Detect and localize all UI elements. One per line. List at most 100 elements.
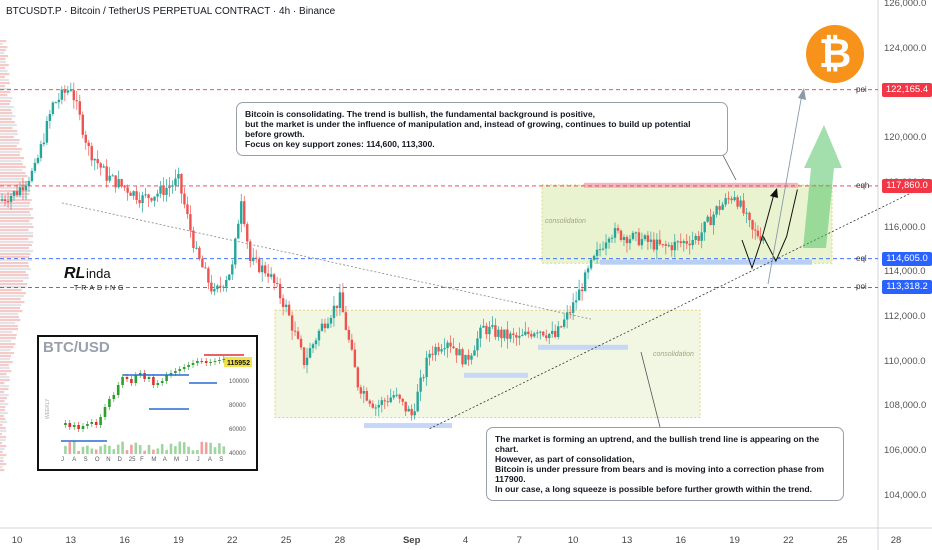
volume-profile-bar	[0, 286, 27, 289]
candle-body	[144, 194, 147, 196]
volume-profile-bar	[0, 334, 17, 337]
candle-body	[452, 346, 455, 349]
candle-body	[338, 292, 342, 308]
candle-body	[610, 237, 614, 239]
candle-body	[742, 200, 745, 214]
inset-volume-bar	[99, 446, 102, 454]
inset-volume-bar	[174, 446, 177, 454]
volume-profile-bar	[0, 262, 29, 265]
volume-profile-bar	[0, 355, 12, 358]
candle-body	[126, 187, 129, 193]
volume-profile-bar	[0, 199, 32, 202]
volume-profile-bar	[0, 298, 21, 301]
volume-profile-bar	[0, 175, 28, 178]
candle-body	[518, 335, 521, 338]
inset-candle-body	[134, 375, 138, 383]
candle-body	[228, 274, 231, 281]
candle-body	[754, 229, 757, 231]
volume-profile-bar	[0, 241, 34, 244]
volume-profile-bar	[0, 346, 14, 349]
candle-body	[311, 344, 315, 349]
candle-body	[129, 192, 132, 196]
candles	[0, 82, 765, 421]
candle-body	[66, 90, 70, 93]
inset-volume-bar	[108, 445, 111, 454]
inset-volume-bar	[86, 445, 89, 454]
volume-profile-bar	[0, 181, 28, 184]
inset-month: N	[106, 457, 110, 463]
candle-body	[105, 166, 108, 181]
volume-profile-bar	[0, 343, 16, 346]
y-tick-label: 126,000.0	[884, 0, 927, 9]
inset-month: 25	[129, 457, 136, 463]
candle-body	[156, 193, 159, 197]
volume-profile-bar	[0, 223, 33, 226]
inset-price-tag-bg	[224, 357, 252, 367]
forecast-path	[741, 193, 775, 270]
candle-body	[661, 244, 665, 246]
inset-title: BTC/USD	[43, 339, 110, 356]
volume-profile-bar	[0, 400, 5, 403]
candle-body	[503, 329, 506, 339]
inset-candle-body	[125, 377, 129, 379]
candle-body	[703, 221, 706, 233]
candle-body	[356, 367, 360, 388]
candle-body	[736, 197, 739, 207]
inset-volume-bar	[147, 444, 151, 454]
volume-profile-bar	[0, 352, 15, 355]
inset-candle-body	[160, 381, 164, 383]
candle-body	[207, 268, 210, 283]
volume-profile-bar	[0, 235, 34, 238]
inset-volume-bar	[90, 448, 94, 454]
volume-profile-bar	[0, 367, 10, 370]
volume-profile-bar	[0, 358, 11, 361]
inset-month: A	[72, 457, 76, 463]
svg-text:RL: RL	[64, 265, 85, 282]
candle-body	[240, 201, 243, 224]
volume-profile-bar	[0, 268, 31, 271]
candle-body	[362, 390, 366, 394]
inset-month: S	[84, 457, 88, 463]
x-tick-label: 19	[173, 535, 184, 546]
candle-body	[479, 327, 482, 339]
x-tick-label: 28	[334, 535, 346, 546]
candle-body	[443, 348, 446, 350]
candle-body	[299, 338, 303, 348]
volume-profile-bar	[0, 442, 2, 445]
inset-volume-bar	[204, 442, 208, 454]
candle-body	[138, 199, 141, 204]
volume-profile-bar	[0, 391, 5, 394]
volume-profile-bar	[0, 373, 7, 376]
resistance-band	[584, 182, 798, 188]
candle-body	[631, 232, 635, 240]
volume-profile-bar	[0, 76, 5, 79]
candle-body	[296, 331, 300, 339]
candle-body	[464, 354, 467, 365]
inset-volume-bar	[187, 446, 190, 454]
volume-profile-bar	[0, 289, 22, 292]
candle-body	[706, 216, 709, 222]
candle-body	[48, 113, 52, 122]
candle-body	[204, 267, 207, 269]
candle-body	[506, 329, 509, 339]
volume-profile-bar	[0, 436, 7, 439]
inset-month: F	[140, 457, 144, 463]
volume-profile-bar	[0, 196, 28, 199]
volume-profile-bar	[0, 112, 13, 115]
candle-body	[551, 330, 554, 334]
inset-month: A	[163, 457, 167, 463]
inset-candle-body	[182, 367, 186, 369]
volume-profile-bar	[0, 451, 3, 454]
candle-body	[96, 159, 99, 164]
x-tick-label: 19	[729, 535, 740, 546]
volume-profile-bar	[0, 97, 13, 100]
candle-body	[377, 404, 380, 408]
candle-body	[488, 326, 491, 335]
consolidation-label-lower: consolidation	[653, 351, 694, 358]
candle-body	[198, 247, 201, 259]
inset-candle-body	[196, 361, 199, 363]
candle-body	[189, 214, 192, 231]
candle-body	[114, 175, 117, 188]
candle-body	[658, 239, 662, 245]
volume-profile-bar	[0, 211, 30, 214]
